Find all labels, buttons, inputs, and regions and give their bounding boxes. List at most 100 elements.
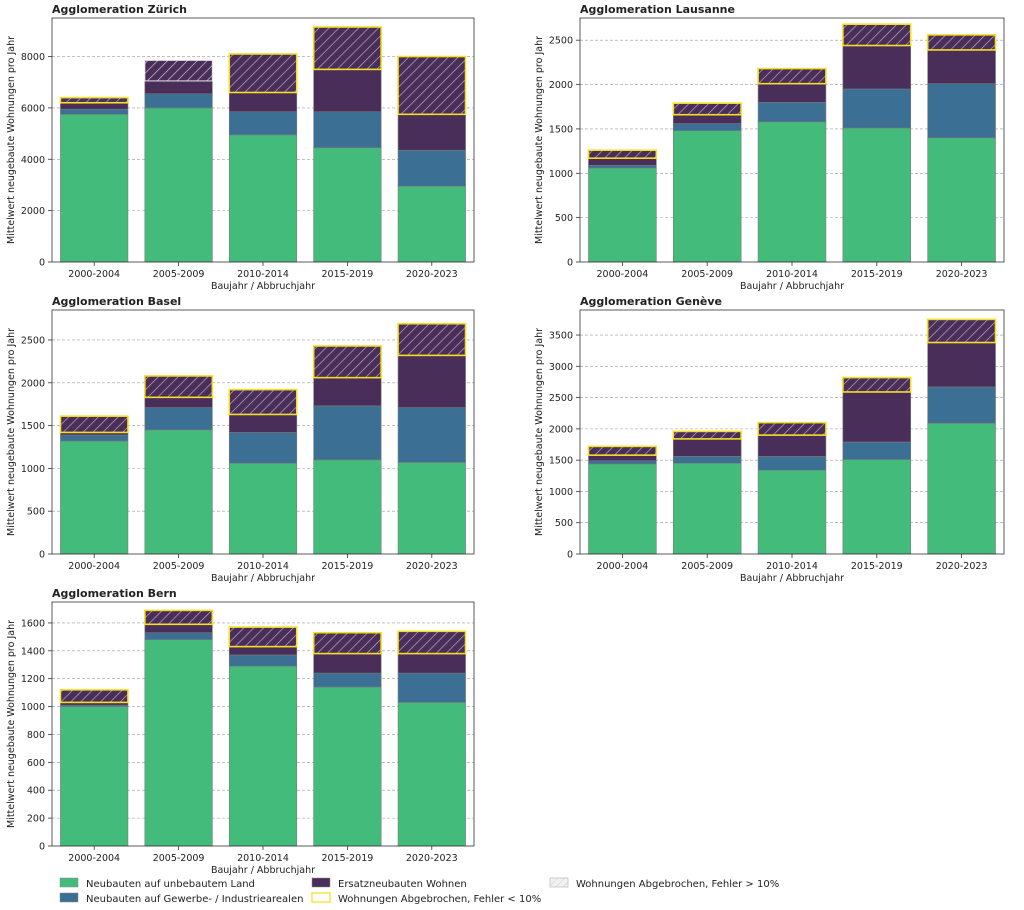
chart-geneve-bar-industrie: [842, 441, 912, 460]
chart-basel-bar-land: [228, 462, 298, 555]
chart-geneve-bar-industrie: [672, 456, 742, 464]
chart-zurich-xtick-label: 2005-2009: [153, 269, 205, 280]
chart-lausanne-bar-ersatz: [588, 157, 657, 166]
chart-basel-title: Agglomeration Basel: [52, 295, 181, 308]
chart-zurich-bar-land: [60, 114, 129, 263]
chart-geneve-bar-land: [672, 462, 742, 555]
chart-zurich-bar-ersatz: [144, 80, 213, 95]
chart-geneve-ytick-label: 1000: [549, 487, 573, 498]
chart-bern-xtick-label: 2020-2023: [406, 853, 458, 864]
chart-zurich-ytick-label: 0: [39, 258, 45, 269]
chart-basel-xlabel: Baujahr / Abbruchjahr: [211, 573, 315, 584]
chart-basel-ytick-label: 2500: [21, 335, 45, 346]
chart-zurich-xtick-label: 2000-2004: [68, 269, 120, 280]
chart-lausanne-bar-ersatz: [842, 45, 912, 90]
chart-bern-ytick-label: 1000: [21, 702, 45, 713]
chart-zurich-bar-demolished: [59, 96, 129, 104]
chart-bern-bar-demolished: [312, 631, 382, 655]
chart-zurich-ylabel: Mittelwert neugebaute Wohnungen pro Jahr: [6, 36, 17, 244]
chart-geneve-bar-demolished: [842, 376, 912, 393]
chart-bern-ytick-label: 1200: [21, 674, 45, 685]
chart-zurich-bar-demolished: [312, 26, 382, 71]
chart-geneve-bar-ersatz: [588, 454, 657, 462]
chart-bern-bar-ersatz: [228, 646, 298, 656]
chart-geneve-bar-industrie: [588, 460, 657, 465]
chart-bern-bar-land: [313, 686, 382, 847]
chart-geneve-title: Agglomeration Genève: [580, 295, 722, 308]
chart-basel-bar-industrie: [313, 405, 382, 461]
chart-basel-frame: [51, 309, 475, 555]
legend-label-lt10: Wohnungen Abgebrochen, Fehler < 10%: [338, 894, 541, 905]
chart-lausanne-ytick-label: 2000: [549, 80, 573, 91]
chart-zurich-bar-industrie: [144, 93, 213, 109]
chart-geneve-bar-ersatz: [927, 342, 996, 388]
chart-basel-xtick-label: 2000-2004: [68, 561, 120, 572]
chart-basel-bar-demolished: [397, 322, 467, 357]
chart-zurich-bar-demolished: [144, 59, 213, 82]
chart-lausanne-ytick-label: 500: [555, 213, 573, 224]
chart-basel-bar-ersatz: [397, 355, 466, 408]
chart-zurich-xtick-label: 2020-2023: [406, 269, 458, 280]
chart-zurich-title: Agglomeration Zürich: [52, 3, 187, 16]
chart-basel-bar-ersatz: [144, 397, 213, 408]
chart-geneve-xtick-label: 2010-2014: [766, 561, 818, 572]
chart-lausanne-bar-demolished: [842, 23, 912, 47]
chart-geneve-ytick-label: 2000: [549, 424, 573, 435]
chart-lausanne-bar-land: [927, 137, 996, 263]
chart-lausanne-bar-ersatz: [927, 49, 996, 84]
chart-basel-xtick-label: 2005-2009: [153, 561, 205, 572]
chart-bern-xtick-label: 2000-2004: [68, 853, 120, 864]
chart-basel-bar-ersatz: [313, 377, 382, 407]
chart-lausanne-bar-demolished: [926, 34, 997, 51]
legend: Neubauten auf unbebautem Land Neubauten …: [59, 877, 779, 905]
chart-basel-bar-land: [144, 429, 213, 555]
chart-lausanne-ytick-label: 1000: [549, 169, 573, 180]
chart-basel-ylabel: Mittelwert neugebaute Wohnungen pro Jahr: [6, 328, 17, 536]
chart-bern-ytick-label: 0: [39, 842, 45, 853]
chart-bern-bar-ersatz: [397, 653, 466, 674]
chart-lausanne-bar-demolished: [672, 102, 742, 116]
chart-basel-ytick-label: 2000: [21, 378, 45, 389]
chart-geneve-xlabel: Baujahr / Abbruchjahr: [740, 573, 844, 584]
chart-bern-bar-land: [228, 665, 298, 847]
chart-geneve-ytick-label: 3000: [549, 362, 573, 373]
chart-lausanne-bar-land: [588, 167, 657, 263]
chart-bern-bar-demolished: [144, 609, 214, 626]
chart-geneve-ytick-label: 1500: [549, 456, 573, 467]
chart-bern-xtick-label: 2015-2019: [322, 853, 374, 864]
chart-zurich-bar-industrie: [397, 149, 466, 187]
chart-basel-bar-demolished: [144, 375, 214, 399]
chart-geneve: Agglomeration Genève 0 500 1000 1500 2000 2500…: [534, 295, 1005, 584]
chart-bern-bar-ersatz: [144, 624, 213, 633]
chart-zurich-bar-ersatz: [60, 102, 129, 110]
chart-geneve-bar-ersatz: [842, 391, 912, 443]
chart-zurich-bar-industrie: [313, 111, 382, 149]
chart-basel-ytick-label: 1500: [21, 421, 45, 432]
chart-geneve-bar-demolished: [587, 445, 658, 456]
chart-zurich-ytick-label: 2000: [21, 206, 45, 217]
chart-lausanne-bar-demolished: [587, 149, 658, 159]
chart-basel-bar-demolished: [228, 388, 298, 416]
chart-lausanne-bar-industrie: [757, 101, 827, 123]
chart-zurich-bar-industrie: [228, 111, 298, 136]
chart-zurich-xlabel: Baujahr / Abbruchjahr: [211, 281, 315, 292]
chart-lausanne-bar-land: [842, 127, 912, 263]
chart-bern-xlabel: Baujahr / Abbruchjahr: [211, 865, 315, 876]
chart-geneve-frame: [579, 309, 1005, 555]
chart-zurich-bar-ersatz: [397, 114, 466, 151]
chart-bern-bar-land: [60, 706, 129, 847]
chart-bern-bar-demolished: [59, 689, 129, 704]
chart-lausanne-xtick-label: 2015-2019: [851, 269, 903, 280]
chart-lausanne-ylabel: Mittelwert neugebaute Wohnungen pro Jahr: [534, 36, 545, 244]
chart-bern-ytick-label: 800: [27, 730, 45, 741]
chart-lausanne-bar-ersatz: [757, 83, 827, 103]
chart-basel-ytick-label: 0: [39, 550, 45, 561]
chart-geneve-bar-land: [842, 459, 912, 555]
chart-geneve-bar-land: [588, 463, 657, 555]
chart-geneve-bar-ersatz: [672, 438, 742, 457]
chart-bern-ytick-label: 600: [27, 758, 45, 769]
legend-swatch-land: [59, 877, 79, 888]
chart-bern-bar-industrie: [397, 672, 466, 703]
chart-geneve-xtick-label: 2020-2023: [936, 561, 988, 572]
